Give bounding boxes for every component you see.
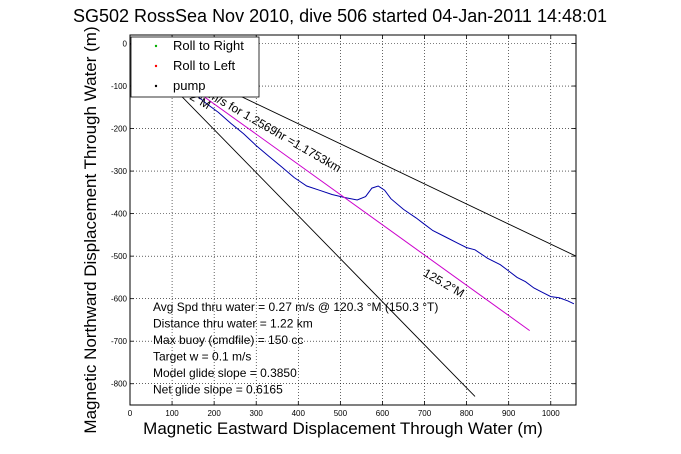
axes-frame <box>129 34 577 406</box>
annotation-text: Target w = 0.1 m/s <box>153 350 251 364</box>
line-label: 125.2°M <box>421 266 467 301</box>
legend-marker <box>154 44 158 48</box>
y-tick-label: -700 <box>111 337 128 346</box>
x-tick-label: 500 <box>334 409 348 418</box>
x-tick-label: 0 <box>128 409 133 418</box>
x-axis-label: Magnetic Eastward Displacement Through W… <box>143 419 543 438</box>
plot-area: 0 100 200 300 400 500 600 700 800 900 1000 0 -100 -20… <box>111 34 577 418</box>
x-tick-label: 700 <box>418 409 432 418</box>
y-tick-label: -600 <box>111 295 128 304</box>
y-tick-label: -200 <box>111 125 128 134</box>
annotation-text: Max buoy (cmdfile) = 150 cc <box>153 333 303 347</box>
annotation-text: Avg Spd thru water = 0.27 m/s @ 120.3 °M… <box>153 300 438 314</box>
y-tick-label: -300 <box>111 167 128 176</box>
x-tick-label: 100 <box>165 409 179 418</box>
y-tick-label: -400 <box>111 210 128 219</box>
x-tick-label: 1000 <box>542 409 560 418</box>
x-tick-label: 800 <box>460 409 474 418</box>
y-axis-label: Magnetic Northward Displacement Through … <box>81 26 100 433</box>
y-tick-label: 0 <box>123 40 128 49</box>
reference-line <box>130 43 476 397</box>
x-tick-label: 300 <box>250 409 264 418</box>
x-tick-label: 600 <box>376 409 390 418</box>
legend-entry: Roll to Right <box>173 38 244 53</box>
y-tick-label: -800 <box>111 380 128 389</box>
series-line <box>130 43 575 305</box>
annotation-text: Net glide slope = 0.6165 <box>153 383 283 397</box>
chart-title: SG502 RossSea Nov 2010, dive 506 started… <box>73 6 607 26</box>
y-tick-label: -100 <box>111 82 128 91</box>
legend-entry: Roll to Left <box>173 58 236 73</box>
y-tick-label: -500 <box>111 252 128 261</box>
legend-entry: pump <box>173 78 206 93</box>
x-tick-label: 200 <box>207 409 221 418</box>
x-tick-label: 400 <box>292 409 306 418</box>
annotation-text: Distance thru water = 1.22 km <box>153 317 313 331</box>
legend-box <box>130 36 260 98</box>
legend-marker <box>154 64 158 68</box>
x-tick-label: 900 <box>502 409 516 418</box>
legend-marker <box>154 84 158 88</box>
annotation-text: Model glide slope = 0.3850 <box>153 366 297 380</box>
